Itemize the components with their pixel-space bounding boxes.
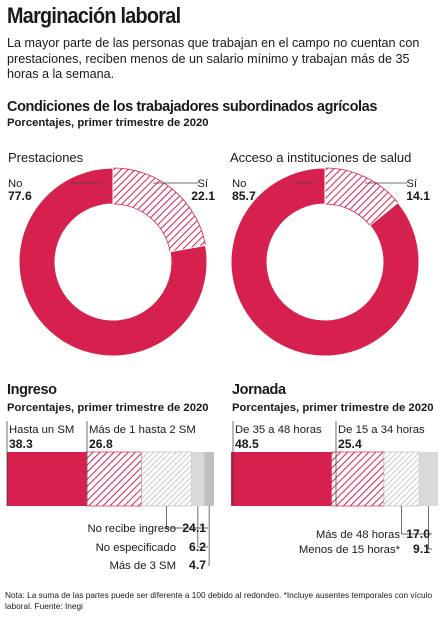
donut-slice-no — [18, 167, 208, 357]
bar-label-2: Más de 3 SM — [109, 560, 176, 572]
donut-slice-no — [230, 167, 420, 357]
bar-value-1: 25.4 — [338, 437, 362, 451]
bar-label-1: Más de 1 hasta 2 SM — [89, 424, 196, 436]
bar-segment-1 — [331, 451, 385, 507]
bar-label-3: No especificado — [96, 542, 176, 554]
donut-title: Acceso a instituciones de salud — [230, 150, 411, 165]
bar-callout-line-3 — [428, 506, 432, 550]
bar-callout-line-2 — [401, 506, 432, 535]
donut-value-no: 77.6 — [8, 189, 32, 203]
bar-label-3: Menos de 15 horas* — [299, 544, 401, 556]
donut-title: Prestaciones — [8, 150, 84, 165]
bar-segment-3 — [191, 452, 205, 506]
footnote: Nota: La suma de las partes puede ser di… — [5, 590, 433, 611]
bar-segment-2 — [383, 451, 420, 507]
jornada-subheading: Porcentajes, primer trimestre de 2020 — [232, 402, 434, 414]
bar-segment-3 — [419, 452, 438, 506]
page-title: Marginación laboral — [7, 3, 181, 28]
bar-label-2: Más de 48 horas — [316, 529, 400, 541]
bar-callout-line-4 — [166, 506, 208, 529]
donut-value-no: 85.7 — [232, 189, 256, 203]
bar-label-0: Hasta un SM — [9, 424, 74, 436]
bar-segment-4 — [141, 451, 192, 507]
bar-callout-line-2 — [208, 506, 210, 566]
donut-value-si: 22.1 — [191, 189, 215, 203]
ingreso-subheading: Porcentajes, primer trimestre de 2020 — [7, 402, 209, 414]
donut-value-si: 14.1 — [406, 189, 430, 203]
section-heading: Condiciones de los trabajadores subordin… — [7, 99, 377, 115]
bar-segment-0 — [7, 452, 87, 506]
bar-value-0: 38.3 — [9, 437, 33, 451]
intro-text: La mayor parte de las personas que traba… — [7, 36, 420, 81]
bar-value-1: 26.8 — [89, 437, 113, 451]
bar-value-2: 4.7 — [189, 558, 206, 572]
bar-value-3: 9.1 — [413, 542, 430, 556]
section-subheading: Porcentajes, primer trimestre de 2020 — [7, 117, 209, 129]
donut-label-no: No — [232, 178, 246, 190]
donut-label-no: No — [8, 178, 22, 190]
bar-callout-line-3 — [197, 506, 208, 548]
bar-segment-0 — [231, 452, 332, 506]
ingreso-heading: Ingreso — [7, 382, 57, 398]
donut-label-si: Sí — [197, 178, 209, 190]
bar-segment-2 — [204, 452, 214, 506]
bar-label-0: De 35 a 48 horas — [235, 424, 322, 436]
bar-segment-1 — [85, 451, 142, 507]
jornada-heading: Jornada — [232, 382, 286, 398]
donut-slice-si — [112, 167, 206, 253]
bar-label-1: De 15 a 34 horas — [338, 424, 425, 436]
bar-value-0: 48.5 — [235, 437, 259, 451]
donut-label-si: Sí — [406, 178, 418, 190]
bar-label-4: No recibe ingreso — [87, 523, 176, 535]
